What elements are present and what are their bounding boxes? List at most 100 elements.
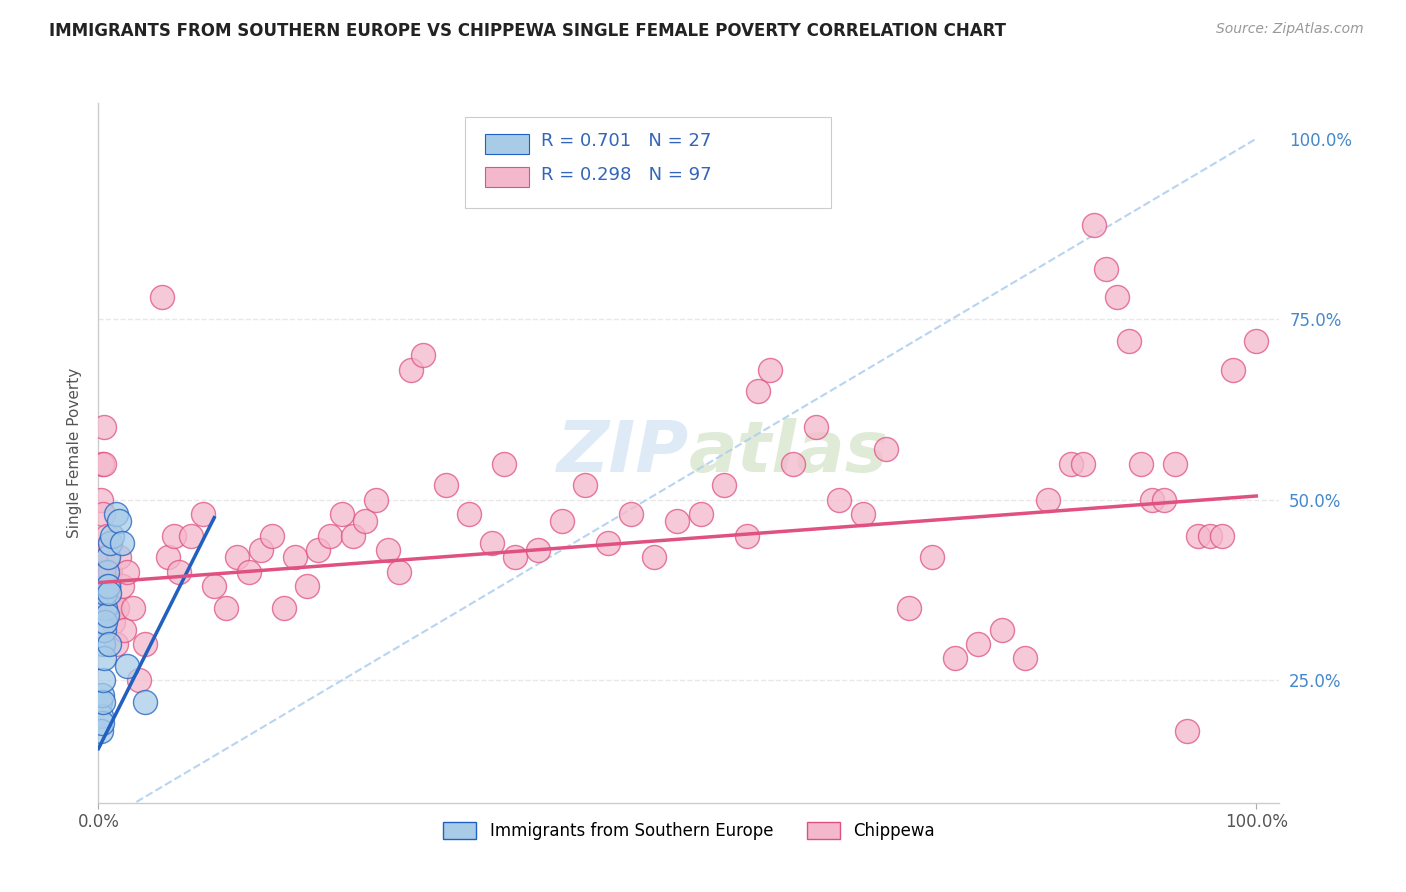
Point xyxy=(97,579,120,593)
Point xyxy=(226,550,249,565)
Point xyxy=(96,529,118,543)
Point xyxy=(1153,492,1175,507)
Point xyxy=(967,637,990,651)
Point xyxy=(150,291,173,305)
Point xyxy=(89,695,111,709)
Point xyxy=(806,420,828,434)
Point xyxy=(828,492,851,507)
Point xyxy=(1118,334,1140,348)
Point xyxy=(93,457,115,471)
Legend: Immigrants from Southern Europe, Chippewa: Immigrants from Southern Europe, Chippew… xyxy=(436,815,942,847)
Bar xyxy=(485,167,530,186)
Point xyxy=(481,536,503,550)
Point xyxy=(94,600,117,615)
Point xyxy=(1175,723,1198,738)
Point xyxy=(169,565,191,579)
Point xyxy=(1199,529,1222,543)
Point xyxy=(238,565,260,579)
Point xyxy=(1036,492,1059,507)
Point xyxy=(191,507,214,521)
Point xyxy=(262,529,284,543)
Point xyxy=(596,536,619,550)
Point xyxy=(377,543,399,558)
Y-axis label: Single Female Poverty: Single Female Poverty xyxy=(67,368,83,538)
Point xyxy=(388,565,411,579)
Point xyxy=(97,579,120,593)
Point xyxy=(101,529,124,543)
Point xyxy=(747,384,769,399)
Point xyxy=(128,673,150,687)
Point xyxy=(98,536,121,550)
Point xyxy=(943,651,966,665)
Point xyxy=(666,514,689,528)
Point xyxy=(90,723,112,738)
Point xyxy=(399,362,422,376)
Point xyxy=(412,348,434,362)
Text: R = 0.298   N = 97: R = 0.298 N = 97 xyxy=(541,166,711,184)
Point xyxy=(782,457,804,471)
Point xyxy=(1140,492,1163,507)
Point xyxy=(90,492,112,507)
Point xyxy=(93,420,115,434)
Point xyxy=(713,478,735,492)
Point xyxy=(91,565,114,579)
Point xyxy=(1060,457,1083,471)
Point xyxy=(110,536,132,550)
Point xyxy=(117,565,139,579)
Point xyxy=(330,507,353,521)
Point xyxy=(1246,334,1268,348)
Point xyxy=(90,457,112,471)
Point xyxy=(90,709,112,723)
FancyBboxPatch shape xyxy=(464,117,831,208)
Point xyxy=(94,543,117,558)
Point xyxy=(101,600,124,615)
Point xyxy=(97,637,120,651)
Point xyxy=(93,623,115,637)
Point xyxy=(110,579,132,593)
Point xyxy=(122,600,145,615)
Point xyxy=(91,673,114,687)
Point xyxy=(1014,651,1036,665)
Point xyxy=(897,600,920,615)
Point xyxy=(1071,457,1094,471)
Point xyxy=(96,608,118,623)
Point xyxy=(492,457,515,471)
Point xyxy=(134,637,156,651)
Point xyxy=(689,507,711,521)
Point xyxy=(97,586,120,600)
Point xyxy=(94,586,117,600)
Text: IMMIGRANTS FROM SOUTHERN EUROPE VS CHIPPEWA SINGLE FEMALE POVERTY CORRELATION CH: IMMIGRANTS FROM SOUTHERN EUROPE VS CHIPP… xyxy=(49,22,1007,40)
Point xyxy=(921,550,943,565)
Point xyxy=(90,716,112,731)
Point xyxy=(96,579,118,593)
Point xyxy=(156,550,179,565)
Point xyxy=(96,565,118,579)
Point xyxy=(1211,529,1233,543)
Point xyxy=(97,600,120,615)
Point xyxy=(108,550,131,565)
Point xyxy=(104,507,127,521)
Point xyxy=(94,586,117,600)
Point xyxy=(134,695,156,709)
Point xyxy=(295,579,318,593)
Point xyxy=(875,442,897,456)
Point xyxy=(215,600,238,615)
Point xyxy=(1129,457,1152,471)
Point xyxy=(620,507,643,521)
Point xyxy=(307,543,329,558)
Point xyxy=(1222,362,1244,376)
Point xyxy=(735,529,758,543)
Point xyxy=(852,507,875,521)
Point xyxy=(117,658,139,673)
Point xyxy=(1164,457,1187,471)
Point xyxy=(759,362,782,376)
Point xyxy=(1107,291,1129,305)
Point xyxy=(103,615,125,630)
Text: ZIP: ZIP xyxy=(557,418,689,487)
Point xyxy=(91,507,114,521)
Point xyxy=(105,600,128,615)
Point xyxy=(1083,219,1105,233)
Point xyxy=(273,600,295,615)
Point xyxy=(108,514,131,528)
Point xyxy=(503,550,526,565)
